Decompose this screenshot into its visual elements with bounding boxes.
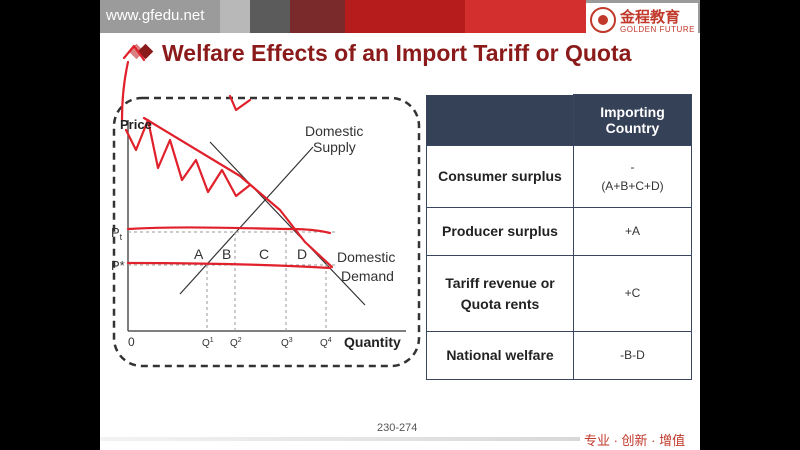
q4-label: Q4 (320, 337, 332, 349)
table-row: Consumer surplus - (A+B+C+D) (426, 145, 692, 208)
site-url: www.gfedu.net (106, 7, 205, 24)
header-strip (250, 0, 290, 33)
demand-label: Domestic (337, 249, 395, 265)
header-strip (290, 0, 345, 33)
header-strip (465, 0, 586, 33)
q3-label: Q3 (281, 337, 293, 349)
demand-label: Demand (341, 268, 394, 284)
row-label-tariff-revenue: Tariff revenue or Quota rents (426, 255, 574, 332)
supply-curve (179, 146, 314, 295)
demand-curve (209, 141, 366, 306)
welfare-table: Importing Country Consumer surplus - (A+… (426, 94, 692, 380)
logo-seal-icon (590, 7, 616, 33)
value-line: - (630, 159, 635, 174)
area-a-label: A (194, 246, 204, 262)
row-label-producer-surplus: Producer surplus (426, 207, 574, 256)
row-label-national-welfare: National welfare (426, 331, 574, 380)
table-row: Producer surplus +A (426, 207, 692, 256)
q1-label: Q1 (202, 337, 214, 349)
header-strip (220, 0, 250, 33)
slide: www.gfedu.net 金程教育 GOLDEN FUTURE Welfare… (100, 0, 700, 450)
area-b-label: B (222, 246, 231, 262)
quantity-axis-label: Quantity (344, 334, 401, 350)
footer-slogan: 专业 · 创新 · 增值 (584, 433, 686, 448)
area-d-label: D (297, 246, 307, 262)
header-strip (345, 0, 465, 33)
pt-label: Pt (111, 225, 123, 242)
origin-label: 0 (128, 335, 135, 349)
row-value-national-welfare: -B-D (573, 331, 692, 380)
row-value-consumer-surplus: - (A+B+C+D) (573, 145, 692, 208)
price-axis-label: Price (120, 117, 152, 132)
table-header-importing-country: Importing Country (573, 94, 692, 146)
supply-label: Supply (313, 139, 356, 155)
table-corner (426, 94, 574, 146)
supply-demand-graph: Price Pt P* 0 Quantity Domestic Supply D… (111, 44, 421, 368)
page-title: Welfare Effects of an Import Tariff or Q… (162, 40, 632, 66)
q2-label: Q2 (230, 337, 242, 349)
row-value-tariff-revenue: +C (573, 255, 692, 332)
row-label-consumer-surplus: Consumer surplus (426, 145, 574, 208)
row-value-producer-surplus: +A (573, 207, 692, 256)
value-line: (A+B+C+D) (601, 178, 664, 193)
footer-rule (100, 437, 580, 441)
graph-frame (112, 96, 421, 368)
logo-chinese-text: 金程教育 (620, 9, 681, 26)
table-header-row: Importing Country (426, 94, 692, 146)
table-row: National welfare -B-D (426, 331, 692, 380)
logo-english-text: GOLDEN FUTURE (620, 25, 695, 34)
page-number: 230-274 (377, 422, 418, 434)
header-bar: www.gfedu.net 金程教育 GOLDEN FUTURE (100, 0, 700, 43)
logo: 金程教育 GOLDEN FUTURE (586, 3, 698, 43)
table-row: Tariff revenue or Quota rents +C (426, 255, 692, 332)
pstar-label: P* (111, 258, 125, 273)
handwritten-annotation (120, 44, 334, 270)
supply-label: Domestic (305, 123, 363, 139)
area-c-label: C (259, 246, 269, 262)
